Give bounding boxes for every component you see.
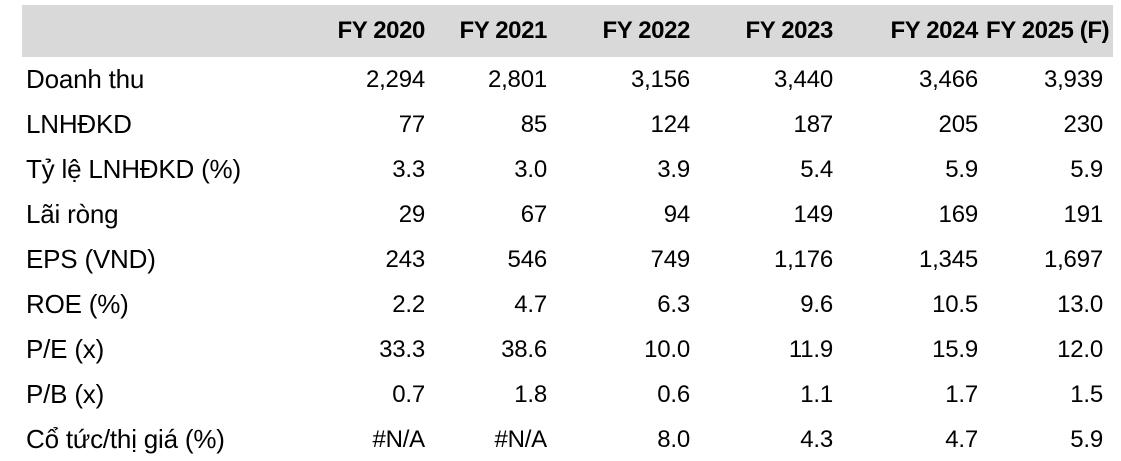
value-cell: 3.9 — [657, 155, 690, 183]
corner-header-cell — [22, 5, 303, 57]
row-label: Lãi ròng — [26, 199, 119, 229]
value-cell: 205 — [938, 110, 979, 138]
row-label: P/B (x) — [26, 379, 105, 409]
value-cell: 5.4 — [800, 155, 833, 183]
value-cell: 1,176 — [773, 245, 833, 273]
value-cell: 94 — [663, 200, 690, 228]
table-row: Tỷ lệ LNHĐKD (%) 3.3 3.0 3.9 5.4 5.9 5.9 — [22, 147, 1113, 192]
value-cell: 4.7 — [945, 425, 978, 453]
value-cell: 2,801 — [487, 65, 547, 93]
value-cell: 243 — [385, 245, 426, 273]
value-cell: 1.7 — [945, 380, 978, 408]
value-cell: 2.2 — [392, 290, 425, 318]
value-cell: 15.9 — [932, 335, 978, 363]
value-cell: 4.3 — [800, 425, 833, 453]
row-label: EPS (VND) — [26, 244, 156, 274]
value-cell: 230 — [1063, 110, 1104, 138]
row-label: Cổ tức/thị giá (%) — [26, 424, 225, 454]
value-cell: 0.7 — [392, 380, 425, 408]
value-cell: 38.6 — [501, 335, 547, 363]
header-row: FY 2020 FY 2021 FY 2022 FY 2023 FY 2024 FY 20… — [22, 5, 1113, 57]
column-header: FY 2022 — [555, 5, 698, 57]
table-row: Lãi ròng 29 67 94 149 169 191 — [22, 192, 1113, 237]
value-cell: 1.5 — [1070, 380, 1103, 408]
value-cell: 77 — [398, 110, 425, 138]
value-cell: 4.7 — [514, 290, 547, 318]
value-cell: 5.9 — [1070, 155, 1103, 183]
value-cell: 1,697 — [1043, 245, 1103, 273]
value-cell: 1,345 — [918, 245, 978, 273]
row-label: Doanh thu — [26, 64, 145, 94]
value-cell: 187 — [793, 110, 834, 138]
value-cell: 3.0 — [514, 155, 547, 183]
value-cell: 8.0 — [657, 425, 690, 453]
value-cell: 546 — [507, 245, 548, 273]
value-cell: #N/A — [494, 425, 547, 453]
value-cell: 191 — [1063, 200, 1104, 228]
table-body: Doanh thu 2,294 2,801 3,156 3,440 3,466 3,939 L… — [22, 57, 1113, 461]
value-cell: 12.0 — [1057, 335, 1103, 363]
value-cell: 3.3 — [392, 155, 425, 183]
table-row: ROE (%) 2.2 4.7 6.3 9.6 10.5 13.0 — [22, 282, 1113, 327]
value-cell: 3,440 — [773, 65, 833, 93]
value-cell: 149 — [793, 200, 834, 228]
value-cell: 9.6 — [800, 290, 833, 318]
value-cell: 5.9 — [945, 155, 978, 183]
table-row: LNHĐKD 77 85 124 187 205 230 — [22, 102, 1113, 147]
value-cell: 3,939 — [1043, 65, 1103, 93]
table-row: Cổ tức/thị giá (%) #N/A #N/A 8.0 4.3 4.7 5.9 — [22, 417, 1113, 461]
value-cell: 13.0 — [1057, 290, 1103, 318]
value-cell: 10.0 — [644, 335, 690, 363]
value-cell: 1.8 — [514, 380, 547, 408]
table-row: P/B (x) 0.7 1.8 0.6 1.1 1.7 1.5 — [22, 372, 1113, 417]
value-cell: 11.9 — [788, 335, 833, 363]
value-cell: 749 — [650, 245, 691, 273]
row-label: ROE (%) — [26, 289, 129, 319]
column-header: FY 2024 — [841, 5, 986, 57]
value-cell: 10.5 — [932, 290, 978, 318]
column-header: FY 2025 (F) — [986, 5, 1113, 57]
value-cell: 0.6 — [657, 380, 690, 408]
table-row: EPS (VND) 243 546 749 1,176 1,345 1,697 — [22, 237, 1113, 282]
value-cell: 1.1 — [800, 380, 833, 408]
value-cell: 85 — [520, 110, 547, 138]
table-row: Doanh thu 2,294 2,801 3,156 3,440 3,466 3,939 — [22, 57, 1113, 102]
financial-summary-table: FY 2020 FY 2021 FY 2022 FY 2023 FY 2024 FY 20… — [22, 5, 1113, 461]
row-label: LNHĐKD — [26, 109, 132, 139]
row-label: Tỷ lệ LNHĐKD (%) — [26, 154, 241, 184]
value-cell: 124 — [650, 110, 691, 138]
table-header: FY 2020 FY 2021 FY 2022 FY 2023 FY 2024 FY 20… — [22, 5, 1113, 57]
value-cell: 33.3 — [379, 335, 425, 363]
value-cell: 67 — [520, 200, 547, 228]
value-cell: 6.3 — [657, 290, 690, 318]
value-cell: 2,294 — [365, 65, 425, 93]
column-header: FY 2023 — [698, 5, 841, 57]
value-cell: 169 — [938, 200, 979, 228]
row-label: P/E (x) — [26, 334, 105, 364]
column-header: FY 2020 — [303, 5, 433, 57]
column-header: FY 2021 — [433, 5, 555, 57]
value-cell: 29 — [398, 200, 425, 228]
table-row: P/E (x) 33.3 38.6 10.0 11.9 15.9 12.0 — [22, 327, 1113, 372]
value-cell: #N/A — [372, 425, 425, 453]
value-cell: 3,156 — [630, 65, 690, 93]
value-cell: 3,466 — [918, 65, 978, 93]
value-cell: 5.9 — [1070, 425, 1103, 453]
